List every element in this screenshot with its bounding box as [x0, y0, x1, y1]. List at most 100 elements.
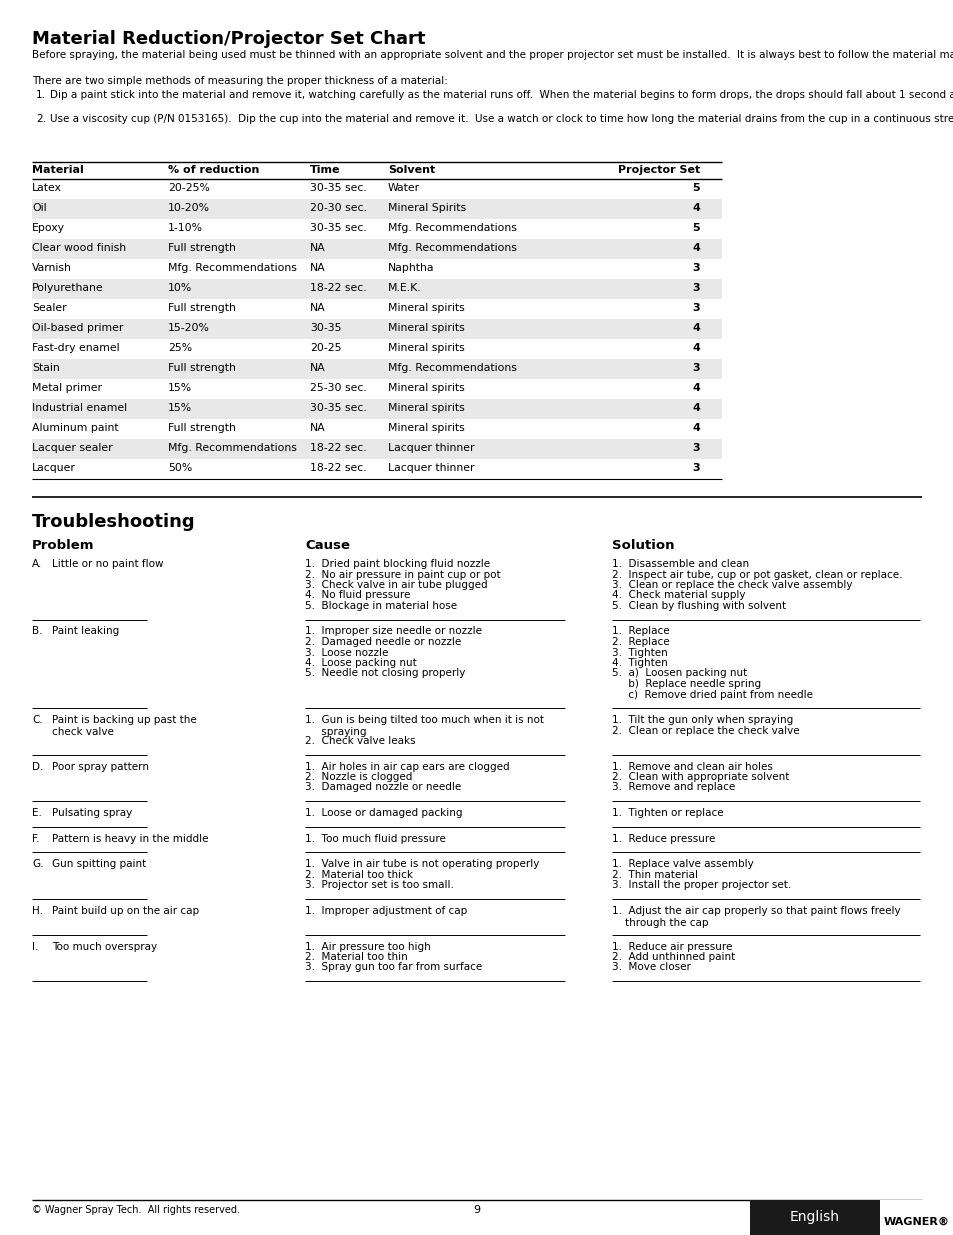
Text: 4: 4	[691, 403, 700, 412]
Text: NA: NA	[310, 303, 325, 312]
Text: Solution: Solution	[612, 538, 674, 552]
Text: 2.  Nozzle is clogged: 2. Nozzle is clogged	[305, 772, 412, 782]
Text: Stain: Stain	[32, 363, 60, 373]
Text: Dip a paint stick into the material and remove it, watching carefully as the mat: Dip a paint stick into the material and …	[50, 90, 953, 100]
Text: 20-25: 20-25	[310, 343, 341, 353]
Text: 1.  Tilt the gun only when spraying: 1. Tilt the gun only when spraying	[612, 715, 792, 725]
Text: 1.  Air pressure too high: 1. Air pressure too high	[305, 941, 431, 951]
Text: 15%: 15%	[168, 403, 192, 412]
Text: Mfg. Recommendations: Mfg. Recommendations	[388, 243, 517, 253]
Text: G.: G.	[32, 860, 44, 869]
Text: 3: 3	[692, 463, 700, 473]
Text: 5.  Needle not closing properly: 5. Needle not closing properly	[305, 668, 465, 678]
Text: C.: C.	[32, 715, 43, 725]
Text: Lacquer thinner: Lacquer thinner	[388, 443, 474, 453]
Text: 1.  Reduce air pressure: 1. Reduce air pressure	[612, 941, 732, 951]
Text: 2.  Check valve leaks: 2. Check valve leaks	[305, 736, 416, 746]
Text: Full strength: Full strength	[168, 363, 235, 373]
Bar	[32, 319, 721, 338]
Text: Full strength: Full strength	[168, 303, 235, 312]
Text: Paint is backing up past the
check valve: Paint is backing up past the check valve	[52, 715, 196, 737]
Text: 4: 4	[691, 383, 700, 393]
Text: 3.  Loose nozzle: 3. Loose nozzle	[305, 647, 388, 657]
Bar	[32, 199, 721, 219]
Text: Sealer: Sealer	[32, 303, 67, 312]
Text: c)  Remove dried paint from needle: c) Remove dried paint from needle	[612, 689, 812, 699]
Text: 4.  Check material supply: 4. Check material supply	[612, 590, 744, 600]
Text: 3.  Projector set is too small.: 3. Projector set is too small.	[305, 881, 454, 890]
Text: Mineral spirits: Mineral spirits	[388, 403, 464, 412]
Text: 1.  Air holes in air cap ears are clogged: 1. Air holes in air cap ears are clogged	[305, 762, 509, 772]
Text: 30-35: 30-35	[310, 324, 341, 333]
Text: 1.  Loose or damaged packing: 1. Loose or damaged packing	[305, 808, 462, 818]
Text: 15%: 15%	[168, 383, 192, 393]
Text: 2.  Material too thick: 2. Material too thick	[305, 869, 413, 879]
Text: 3.  Remove and replace: 3. Remove and replace	[612, 783, 735, 793]
Bar	[32, 240, 721, 259]
Text: Oil-based primer: Oil-based primer	[32, 324, 123, 333]
Text: 2.  Damaged needle or nozzle: 2. Damaged needle or nozzle	[305, 637, 460, 647]
Text: Polyurethane: Polyurethane	[32, 283, 104, 293]
Bar	[32, 359, 721, 379]
Text: Pattern is heavy in the middle: Pattern is heavy in the middle	[52, 834, 209, 844]
Text: 30-35 sec.: 30-35 sec.	[310, 183, 366, 193]
Text: 10%: 10%	[168, 283, 193, 293]
Text: 3.  Move closer: 3. Move closer	[612, 962, 690, 972]
Text: 1.  Too much fluid pressure: 1. Too much fluid pressure	[305, 834, 445, 844]
Text: Mineral spirits: Mineral spirits	[388, 343, 464, 353]
Text: Epoxy: Epoxy	[32, 224, 65, 233]
Text: 1-10%: 1-10%	[168, 224, 203, 233]
Text: b)  Replace needle spring: b) Replace needle spring	[612, 679, 760, 689]
Text: NA: NA	[310, 424, 325, 433]
Text: 5.  Clean by flushing with solvent: 5. Clean by flushing with solvent	[612, 601, 785, 611]
Text: 4: 4	[691, 203, 700, 212]
Text: 1.  Disassemble and clean: 1. Disassemble and clean	[612, 559, 748, 569]
Text: 1.  Replace valve assembly: 1. Replace valve assembly	[612, 860, 753, 869]
Text: Mineral Spirits: Mineral Spirits	[388, 203, 466, 212]
Text: 4.  No fluid pressure: 4. No fluid pressure	[305, 590, 410, 600]
Text: Full strength: Full strength	[168, 243, 235, 253]
Text: 18-22 sec.: 18-22 sec.	[310, 463, 366, 473]
Text: WAGNER®: WAGNER®	[883, 1216, 949, 1226]
Text: Mfg. Recommendations: Mfg. Recommendations	[168, 263, 296, 273]
Text: F.: F.	[32, 834, 40, 844]
Text: 4: 4	[691, 243, 700, 253]
Text: 25%: 25%	[168, 343, 192, 353]
Text: Too much overspray: Too much overspray	[52, 941, 157, 951]
Text: Problem: Problem	[32, 538, 94, 552]
Text: Before spraying, the material being used must be thinned with an appropriate sol: Before spraying, the material being used…	[32, 49, 953, 61]
Text: Mineral spirits: Mineral spirits	[388, 324, 464, 333]
Text: 1.  Improper size needle or nozzle: 1. Improper size needle or nozzle	[305, 626, 481, 636]
Text: 2.  Replace: 2. Replace	[612, 637, 669, 647]
Text: English: English	[789, 1210, 840, 1224]
Text: 4: 4	[691, 424, 700, 433]
Text: 2.  Thin material: 2. Thin material	[612, 869, 698, 879]
Text: Mineral spirits: Mineral spirits	[388, 424, 464, 433]
Text: Paint build up on the air cap: Paint build up on the air cap	[52, 905, 199, 915]
Text: 1.  Improper adjustment of cap: 1. Improper adjustment of cap	[305, 905, 467, 915]
Text: 4.  Tighten: 4. Tighten	[612, 658, 667, 668]
Text: Latex: Latex	[32, 183, 62, 193]
Text: Time: Time	[310, 165, 340, 175]
Text: 2.  No air pressure in paint cup or pot: 2. No air pressure in paint cup or pot	[305, 569, 500, 579]
Text: 3: 3	[692, 263, 700, 273]
Text: M.E.K.: M.E.K.	[388, 283, 421, 293]
Text: Troubleshooting: Troubleshooting	[32, 513, 195, 531]
Text: 20-25%: 20-25%	[168, 183, 210, 193]
Text: NA: NA	[310, 263, 325, 273]
Text: 30-35 sec.: 30-35 sec.	[310, 224, 366, 233]
Text: B.: B.	[32, 626, 43, 636]
Text: Mfg. Recommendations: Mfg. Recommendations	[168, 443, 296, 453]
Text: % of reduction: % of reduction	[168, 165, 259, 175]
Text: 1.  Reduce pressure: 1. Reduce pressure	[612, 834, 715, 844]
Text: 3.  Clean or replace the check valve assembly: 3. Clean or replace the check valve asse…	[612, 580, 852, 590]
Text: 2.  Add unthinned paint: 2. Add unthinned paint	[612, 952, 735, 962]
Text: There are two simple methods of measuring the proper thickness of a material:: There are two simple methods of measurin…	[32, 77, 447, 86]
Text: Mfg. Recommendations: Mfg. Recommendations	[388, 224, 517, 233]
Text: 3: 3	[692, 443, 700, 453]
Text: 2.: 2.	[36, 114, 46, 124]
Text: 1.  Replace: 1. Replace	[612, 626, 669, 636]
Text: Poor spray pattern: Poor spray pattern	[52, 762, 149, 772]
Text: 3.  Damaged nozzle or needle: 3. Damaged nozzle or needle	[305, 783, 460, 793]
Text: © Wagner Spray Tech.  All rights reserved.: © Wagner Spray Tech. All rights reserved…	[32, 1205, 240, 1215]
